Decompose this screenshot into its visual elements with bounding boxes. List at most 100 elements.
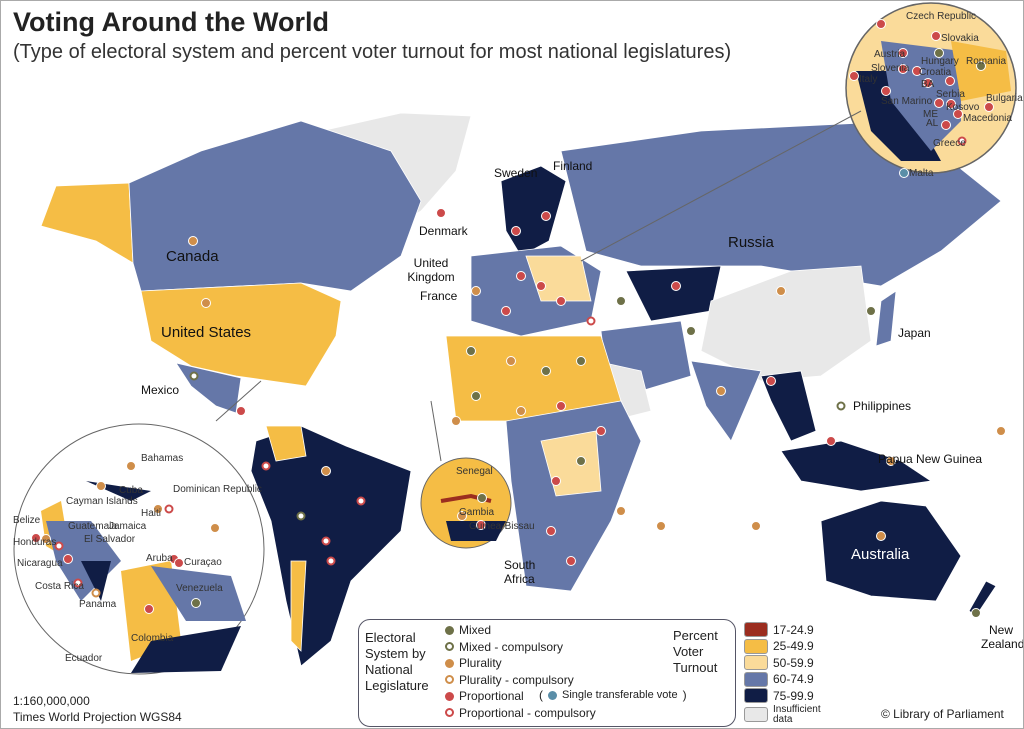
map-title: Voting Around the World [13, 7, 329, 37]
australia [820, 500, 962, 602]
electoral-system-marker [566, 556, 576, 566]
inset-label: Jamaica [109, 521, 147, 532]
system-dot-icon [445, 708, 454, 717]
electoral-system-marker [201, 298, 211, 308]
electoral-system-marker [54, 541, 64, 551]
system-dot-icon [445, 675, 454, 684]
inset-label: BA [921, 79, 935, 90]
electoral-system-marker [191, 598, 201, 608]
japan [875, 290, 897, 347]
canada [128, 120, 422, 292]
legend-system-item: Mixed [445, 623, 491, 637]
turnout-swatch [744, 688, 768, 703]
legend-system-item: Proportional [445, 689, 524, 703]
legend-turnout-item: 75-99.9 [744, 688, 814, 703]
electoral-system-marker [957, 136, 967, 146]
inset-label: Aruba [146, 553, 173, 564]
legend-system-item: Plurality - compulsory [445, 673, 574, 687]
electoral-system-marker [716, 386, 726, 396]
electoral-system-marker [976, 61, 986, 71]
legend-system-label: Plurality [459, 656, 502, 670]
legend-system-label: Plurality - compulsory [459, 672, 574, 687]
electoral-system-marker [477, 493, 487, 503]
legend-turnout-label: 60-74.9 [773, 672, 814, 686]
label-png: Papua New Guinea [878, 452, 983, 466]
colombia [265, 425, 307, 462]
legend-system-label: Proportional [459, 689, 524, 703]
electoral-system-marker [596, 426, 606, 436]
electoral-system-marker [686, 326, 696, 336]
electoral-system-marker [971, 608, 981, 618]
electoral-system-marker [931, 31, 941, 41]
electoral-system-marker [946, 99, 956, 109]
legend-system-label: Mixed - compulsory [459, 639, 564, 654]
electoral-system-marker [881, 86, 891, 96]
electoral-system-marker [576, 356, 586, 366]
electoral-system-marker [466, 346, 476, 356]
turnout-swatch [744, 707, 768, 722]
legend-stv: (Single transferable vote) [539, 688, 687, 702]
electoral-system-marker [866, 306, 876, 316]
electoral-system-marker [451, 416, 461, 426]
legend-turnout-label: Insufficient data [773, 703, 821, 725]
inset-label: Croatia [919, 67, 952, 78]
system-dot-icon [445, 658, 454, 668]
electoral-system-marker [546, 526, 556, 536]
label-united-kingdom: United Kingdom [407, 256, 455, 284]
scale: 1:160,000,000 [13, 694, 90, 708]
legend-system-label: Mixed [459, 623, 492, 637]
label-canada: Canada [166, 248, 219, 265]
legend-turnout-item: 50-59.9 [744, 655, 814, 670]
electoral-system-marker [516, 271, 526, 281]
electoral-system-marker [321, 466, 331, 476]
system-dot-icon [445, 625, 454, 635]
inset-label: Costa Rica [35, 581, 84, 592]
alaska [40, 182, 134, 264]
legend-stv-label: Single transferable vote [562, 689, 678, 701]
inset-label: Malta [909, 168, 934, 179]
legend-turnout-label: 25-49.9 [773, 639, 814, 653]
electoral-system-marker [934, 48, 944, 58]
electoral-system-marker [576, 456, 586, 466]
legend-system-item: Proportional - compulsory [445, 706, 596, 720]
legend-turnout-item: 17-24.9 [744, 622, 814, 637]
electoral-system-marker [656, 521, 666, 531]
copyright: © Library of Parliament [881, 707, 1004, 721]
inset-label: AL [926, 118, 939, 129]
electoral-system-marker [516, 406, 526, 416]
electoral-system-marker [436, 208, 446, 218]
legend-turnout-item: 25-49.9 [744, 638, 814, 654]
indonesia [780, 440, 933, 492]
electoral-system-marker [261, 461, 271, 471]
label-south-africa: South Africa [504, 558, 536, 586]
electoral-system-marker [91, 588, 101, 598]
inset-label: Bahamas [141, 453, 184, 464]
legend-turnout-item: 60-74.9 [744, 671, 814, 687]
inset-label: Slovenia [871, 63, 910, 74]
system-dot-icon [445, 691, 454, 701]
electoral-system-marker [296, 511, 306, 521]
electoral-system-marker [945, 76, 955, 86]
label-russia: Russia [728, 234, 774, 251]
electoral-system-marker [556, 401, 566, 411]
turnout-swatch [744, 655, 768, 670]
electoral-system-marker [996, 426, 1006, 436]
inset-label: Czech Republic [906, 11, 977, 22]
electoral-system-marker [164, 504, 174, 514]
india [690, 360, 762, 442]
electoral-system-marker [556, 296, 566, 306]
inset-label: Nicaragua [17, 558, 63, 569]
label-philippines: Philippines [853, 399, 912, 413]
legend-system-item: Plurality [445, 656, 502, 670]
electoral-system-marker [153, 504, 163, 514]
legend: Electoral System by National Legislature… [358, 619, 821, 727]
electoral-system-marker [541, 211, 551, 221]
inset-label: Austria [874, 49, 906, 60]
inset-label: Kosovo [946, 102, 980, 113]
electoral-system-marker [941, 120, 951, 130]
electoral-system-marker [766, 376, 776, 386]
inset-label: Bulgaria [986, 93, 1023, 104]
stv-dot-icon [548, 690, 557, 700]
electoral-system-marker [876, 19, 886, 29]
